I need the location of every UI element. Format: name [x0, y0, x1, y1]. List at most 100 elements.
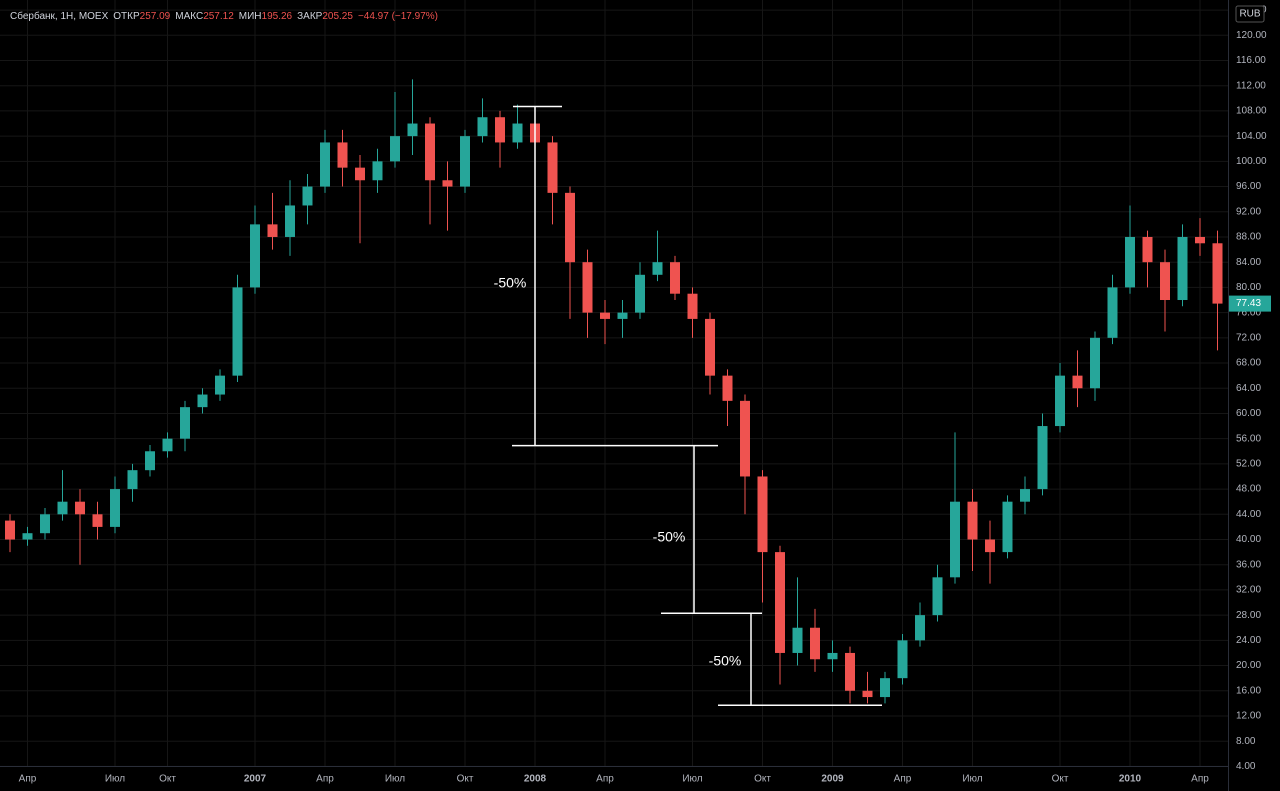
y-tick-label: 88.00: [1236, 232, 1261, 243]
y-tick-label: 92.00: [1236, 206, 1261, 217]
change: −44.97 (−17.97%): [358, 11, 438, 22]
candle-body: [355, 167, 365, 181]
symbol: Сбербанк, 1Н, MOEX: [10, 10, 109, 22]
candle-body: [372, 161, 383, 181]
candle-body: [320, 142, 330, 187]
candle-body: [845, 652, 855, 691]
annotation: -50%: [709, 653, 742, 669]
y-tick-label: 16.00: [1236, 685, 1261, 696]
candle-body: [582, 262, 593, 313]
x-tick-label: Апр: [1191, 774, 1209, 785]
x-tick-label: Окт: [457, 774, 474, 785]
x-tick-label: Июл: [105, 774, 125, 785]
x-tick-label: Окт: [1052, 774, 1069, 785]
candle-body: [1055, 375, 1065, 427]
candle-body: [1212, 243, 1223, 304]
x-tick-label: Апр: [19, 774, 37, 785]
y-tick-label: 40.00: [1236, 534, 1261, 545]
candle-body: [215, 375, 225, 395]
candle-body: [1142, 236, 1153, 263]
candle-body: [897, 640, 908, 679]
candle-body: [985, 539, 995, 553]
candle-body: [267, 224, 278, 237]
candle-body: [1002, 501, 1013, 553]
candle-body: [617, 312, 628, 319]
candle-body: [127, 470, 138, 490]
candle-body: [285, 205, 295, 237]
ohlc-value: 257.09: [140, 11, 171, 22]
ohlc-label: МАКС: [175, 11, 203, 22]
x-tick-label: Апр: [316, 774, 334, 785]
candle-body: [915, 615, 925, 641]
candle-body: [862, 690, 873, 698]
x-tick-label: Июл: [962, 774, 982, 785]
last-price: 77.43: [1236, 298, 1261, 309]
candle-body: [757, 476, 768, 553]
x-tick-label: 2008: [524, 774, 547, 785]
candle-body: [932, 577, 943, 616]
y-tick-label: 96.00: [1236, 181, 1261, 192]
ohlc-value: 205.25: [322, 11, 353, 22]
y-tick-label: 52.00: [1236, 459, 1261, 470]
candle-body: [1020, 489, 1030, 502]
y-tick-label: 36.00: [1236, 559, 1261, 570]
candle-body: [1037, 426, 1048, 490]
y-tick-label: 76.00: [1236, 307, 1261, 318]
currency-badge: [1235, 5, 1265, 23]
axes: 4.00 8.00 12.00 16.00 20.00 24.00 28.00 32.00 36…: [10, 5, 1271, 785]
candle-body: [950, 501, 960, 578]
candle-body: [162, 438, 173, 452]
candle-body: [460, 136, 470, 187]
ohlc-value: 257.12: [203, 11, 234, 22]
candle-body: [547, 142, 558, 193]
candle-body: [1107, 287, 1118, 338]
x-tick-label: 2007: [244, 774, 267, 785]
x-tick-label: Июл: [682, 774, 702, 785]
x-tick-label: Окт: [754, 774, 771, 785]
y-tick-label: 72.00: [1236, 332, 1261, 343]
plot: -50% -50% -50%: [5, 79, 1223, 707]
candle-body: [390, 136, 400, 162]
candle-body: [477, 117, 488, 137]
y-tick-label: 44.00: [1236, 509, 1261, 520]
ohlc-label: МИН: [239, 11, 262, 22]
candle-body: [425, 123, 435, 181]
candle-body: [250, 224, 260, 288]
candle-body: [22, 533, 33, 540]
y-tick-label: 100.00: [1236, 156, 1267, 167]
annotation: -50%: [494, 275, 527, 291]
candle-body: [180, 407, 190, 439]
candle-body: [337, 142, 348, 168]
candle-body: [232, 287, 243, 376]
candle-body: [1160, 262, 1170, 301]
ohlc-value: 195.26: [262, 11, 293, 22]
candle-body: [827, 652, 838, 660]
candle-body: [442, 180, 453, 187]
candle-body: [145, 451, 155, 471]
candle-body: [512, 123, 523, 143]
x-tick-label: Окт: [159, 774, 176, 785]
currency: RUB: [1239, 9, 1260, 20]
y-tick-label: 4.00: [1236, 761, 1256, 772]
y-tick-label: 68.00: [1236, 358, 1261, 369]
candle-body: [1090, 337, 1100, 389]
candle-body: [57, 501, 68, 515]
x-tick-label: 2010: [1119, 774, 1142, 785]
candle-body: [1072, 375, 1083, 389]
candle-body: [495, 117, 505, 143]
candle-body: [1195, 236, 1205, 244]
x-tick-label: 2009: [821, 774, 844, 785]
y-tick-label: 56.00: [1236, 433, 1261, 444]
candle-body: [75, 501, 85, 515]
y-tick-label: 104.00: [1236, 131, 1267, 142]
candle-body: [687, 293, 698, 319]
y-tick-label: 64.00: [1236, 383, 1261, 394]
annotation: -50%: [653, 529, 686, 545]
ohlc-label: ОТКР: [113, 11, 140, 22]
candle-body: [40, 514, 50, 534]
y-tick-label: 28.00: [1236, 610, 1261, 621]
candle-body: [775, 552, 785, 653]
